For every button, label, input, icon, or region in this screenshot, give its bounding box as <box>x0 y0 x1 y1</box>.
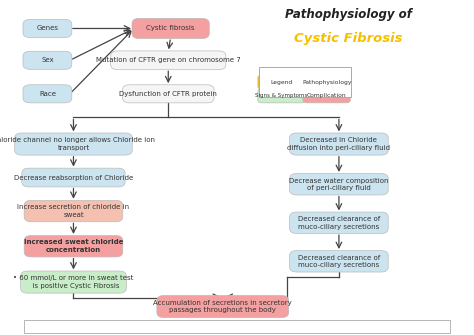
Text: Decrease water composition
of peri-ciliary fluid: Decrease water composition of peri-cilia… <box>289 178 389 191</box>
FancyBboxPatch shape <box>23 51 72 69</box>
FancyBboxPatch shape <box>22 168 125 187</box>
FancyBboxPatch shape <box>290 133 388 155</box>
FancyBboxPatch shape <box>132 18 210 39</box>
FancyBboxPatch shape <box>303 89 350 103</box>
Text: Mutation of CFTR gene on chromosome 7: Mutation of CFTR gene on chromosome 7 <box>96 57 241 63</box>
FancyBboxPatch shape <box>24 236 123 257</box>
Text: Sex: Sex <box>41 57 54 63</box>
Text: Genes: Genes <box>36 25 58 31</box>
Text: Decreased clearance of
muco-ciliary secretions: Decreased clearance of muco-ciliary secr… <box>298 255 380 268</box>
FancyBboxPatch shape <box>290 212 388 233</box>
FancyBboxPatch shape <box>15 133 132 155</box>
FancyBboxPatch shape <box>24 200 123 222</box>
Text: Pathophysiology of: Pathophysiology of <box>285 8 412 21</box>
Text: Cystic Fibrosis: Cystic Fibrosis <box>294 32 402 45</box>
Text: Chloride channel no longer allows Chloride ion
transport: Chloride channel no longer allows Chlori… <box>0 137 155 151</box>
Text: Decreased in Chloride
diffusion into peri-ciliary fluid: Decreased in Chloride diffusion into per… <box>287 137 391 151</box>
Text: Accumulation of secretions in secretory
passages throughout the body: Accumulation of secretions in secretory … <box>154 300 292 313</box>
Text: Cystic fibrosis: Cystic fibrosis <box>146 25 195 31</box>
FancyBboxPatch shape <box>290 251 388 272</box>
FancyBboxPatch shape <box>259 67 351 97</box>
FancyBboxPatch shape <box>23 19 72 38</box>
Text: Legend: Legend <box>271 80 292 84</box>
Text: • 60 mmol/L or more in sweat test
  is positive Cystic Fibrosis: • 60 mmol/L or more in sweat test is pos… <box>13 275 134 289</box>
Text: Increased sweat chloride
concentration: Increased sweat chloride concentration <box>24 240 123 253</box>
FancyBboxPatch shape <box>21 271 126 293</box>
FancyBboxPatch shape <box>258 75 305 89</box>
Text: Signs & Symptoms: Signs & Symptoms <box>255 93 308 98</box>
Text: Decrease reabsorption of Chloride: Decrease reabsorption of Chloride <box>14 175 133 181</box>
Bar <box>24 320 450 333</box>
Text: Race: Race <box>39 91 56 97</box>
FancyBboxPatch shape <box>303 75 350 89</box>
FancyBboxPatch shape <box>110 51 226 70</box>
Text: Increase secretion of chloride in
sweat: Increase secretion of chloride in sweat <box>18 204 129 218</box>
FancyBboxPatch shape <box>258 89 305 103</box>
Text: Dysfunction of CFTR protein: Dysfunction of CFTR protein <box>119 91 217 97</box>
FancyBboxPatch shape <box>122 85 214 103</box>
Text: Decreased clearance of
muco-ciliary secretions: Decreased clearance of muco-ciliary secr… <box>298 216 380 229</box>
FancyBboxPatch shape <box>23 85 72 103</box>
FancyBboxPatch shape <box>290 174 388 195</box>
Text: Pathophysiology: Pathophysiology <box>302 80 351 84</box>
Text: Complication: Complication <box>307 93 346 98</box>
FancyBboxPatch shape <box>157 295 289 318</box>
